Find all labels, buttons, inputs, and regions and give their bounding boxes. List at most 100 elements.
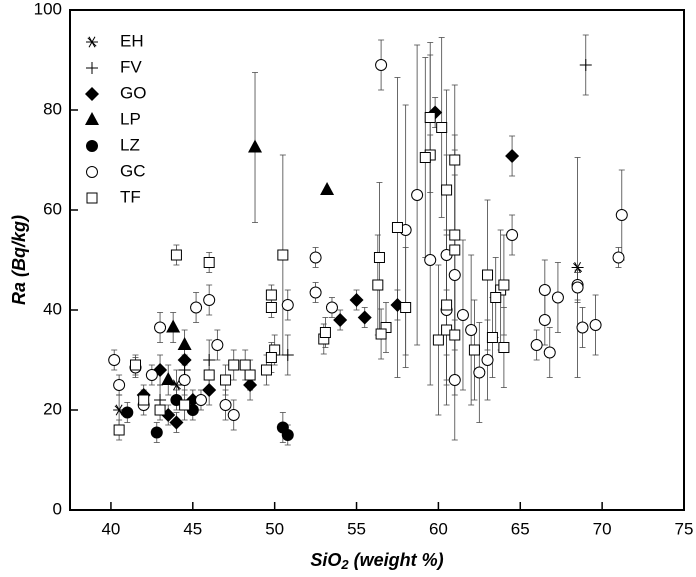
x-title-sub: 2 [340,557,349,572]
point [265,352,277,363]
y-axis-title: Ra (Bq/kg) [9,215,29,305]
point [281,429,294,441]
point [576,321,589,334]
point [349,293,364,307]
point [108,354,121,366]
point [227,409,240,421]
point [161,372,176,385]
point [448,374,461,386]
point [239,359,251,371]
x-tick-label: 50 [265,519,284,538]
x-title-rest: (weight %) [349,550,444,570]
point [319,327,331,338]
point [178,374,191,386]
point [203,354,216,366]
point [113,404,126,416]
x-tick-label: 75 [675,519,694,538]
x-tick-label: 45 [183,519,202,538]
x-tick-label: 60 [429,519,448,538]
point [190,301,203,314]
point [375,328,387,340]
point [498,279,510,291]
point [571,262,584,273]
point [505,149,520,163]
legend-label: GO [120,83,146,102]
legend-marker [86,140,98,152]
legend-label: LP [120,109,141,128]
point [154,321,167,334]
point [538,284,551,296]
point [551,291,564,304]
point [211,339,224,351]
point [468,344,480,356]
point [449,329,461,341]
point [169,415,184,430]
point [482,269,494,281]
point [375,59,388,71]
point [473,366,486,379]
y-tick-label: 80 [43,99,62,118]
legend-marker [86,192,98,204]
y-tick-label: 40 [43,299,62,318]
point [372,279,384,291]
legend-label: GC [120,161,146,180]
point [543,346,556,359]
y-tick-label: 60 [43,199,62,218]
point [419,152,431,163]
point [166,319,181,333]
point [265,302,277,313]
point [449,244,461,256]
point [228,359,240,371]
legend-marker [85,112,99,125]
point [424,254,437,266]
point [194,394,207,406]
point [243,378,258,392]
point [203,294,216,306]
x-tick-label: 40 [101,519,120,538]
point [202,383,217,397]
point [260,364,272,376]
point [486,332,498,343]
point [219,399,232,411]
point [325,301,338,314]
point [281,349,294,361]
point [113,379,126,391]
point [448,269,461,281]
y-tick-label: 0 [53,499,62,518]
x-tick-label: 55 [347,519,366,538]
point [589,319,602,331]
point [449,229,461,241]
point [490,292,502,303]
point [506,229,519,241]
x-tick-label: 70 [593,519,612,538]
point [400,302,412,313]
legend-marker [86,36,98,48]
y-tick-label: 100 [34,0,62,18]
point [145,369,158,381]
point [265,289,277,301]
point [179,399,191,411]
point [138,394,150,406]
point [530,339,543,351]
point [129,359,141,371]
point [456,309,469,321]
plot-frame [69,9,685,511]
legend-label: FV [120,57,142,76]
point [615,209,628,221]
x-title-base: SiO [310,550,341,570]
x-axis-title: SiO2 (weight %) [310,550,443,573]
legend-marker [86,166,98,178]
point [244,369,256,381]
point [177,337,192,350]
point [154,404,166,416]
point [121,406,134,419]
point [203,257,215,268]
point [391,222,403,233]
point [333,313,348,327]
point [481,354,494,366]
point [441,184,453,196]
point [320,182,335,195]
legend-marker [85,87,99,101]
point [170,379,183,391]
point [465,324,478,336]
